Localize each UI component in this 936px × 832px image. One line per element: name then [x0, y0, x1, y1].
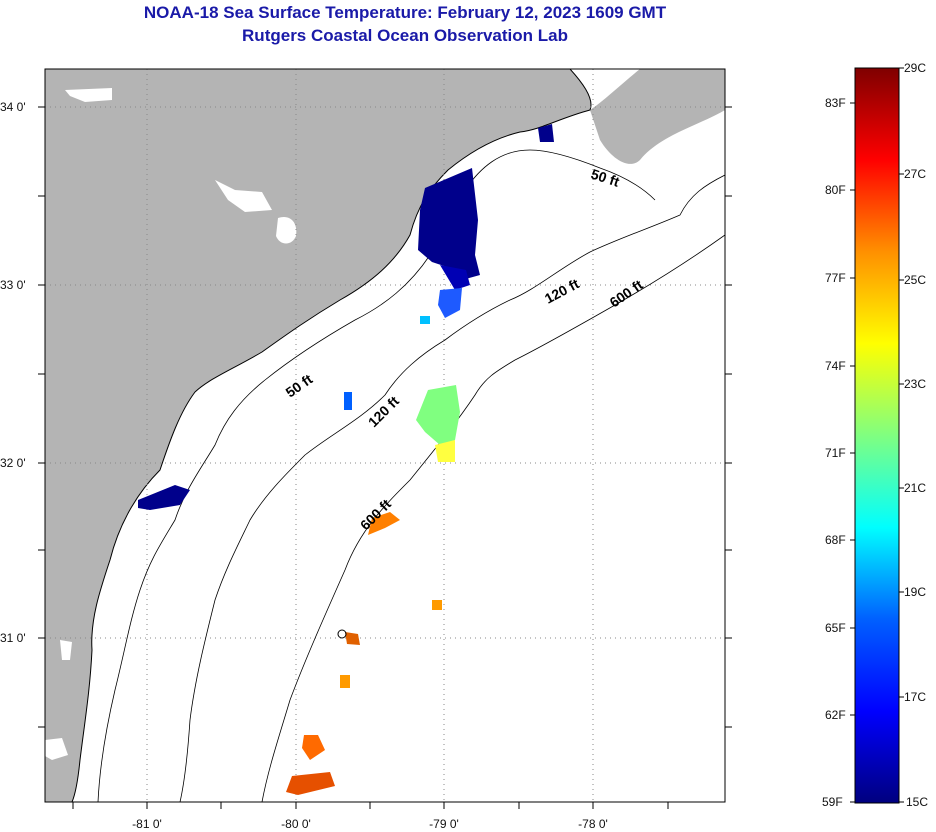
colorbar-f-77: 77F: [825, 271, 846, 285]
chart-subtitle: Rutgers Coastal Ocean Observation Lab: [242, 26, 568, 45]
colorbar-f-83: 83F: [825, 96, 846, 110]
colorbar-c-17: 17C: [904, 690, 926, 704]
colorbar-f-80: 80F: [825, 183, 846, 197]
colorbar-f-74: 74F: [825, 359, 846, 373]
lat-label-31: 31 0': [0, 631, 26, 645]
contour-600ft: [261, 234, 725, 802]
lat-label-33: 33 0': [0, 278, 26, 292]
colorbar-f-65: 65F: [825, 621, 846, 635]
coastline: [71, 69, 592, 802]
colorbar-ticks: [850, 67, 904, 803]
sst-patches: [138, 124, 554, 795]
colorbar-c-25: 25C: [904, 273, 926, 287]
colorbar-f-62: 62F: [825, 708, 846, 722]
colorbar-c-19: 19C: [904, 585, 926, 599]
colorbar: [854, 67, 900, 804]
colorbar-c-29: 29C: [904, 61, 926, 75]
map-frame: [44, 68, 726, 803]
colorbar-c-21: 21C: [904, 481, 926, 495]
colorbar-f-59: 59F: [822, 795, 843, 809]
lon-label-80: -80 0': [281, 817, 311, 831]
lat-lon-grid: [45, 69, 725, 802]
colorbar-c-27: 27C: [904, 167, 926, 181]
colorbar-f-68: 68F: [825, 533, 846, 547]
lon-label-78: -78 0': [578, 817, 608, 831]
lat-label-34: 34 0': [0, 100, 26, 114]
lon-label-81: -81 0': [132, 817, 162, 831]
contour-120ft: [179, 174, 725, 802]
contour-50ft: [97, 149, 656, 802]
axis-ticks: [38, 106, 732, 809]
colorbar-c-23: 23C: [904, 377, 926, 391]
cloud-mask: [45, 88, 297, 760]
colorbar-f-71: 71F: [825, 446, 846, 460]
colorbar-c-15: 15C: [906, 795, 928, 809]
lon-label-79: -79 0': [429, 817, 459, 831]
lat-label-32: 32 0': [0, 456, 26, 470]
land-mass: [45, 69, 591, 802]
chart-title: NOAA-18 Sea Surface Temperature: Februar…: [143, 3, 667, 22]
land-inlet: [590, 69, 725, 164]
station-marker: [337, 629, 347, 639]
